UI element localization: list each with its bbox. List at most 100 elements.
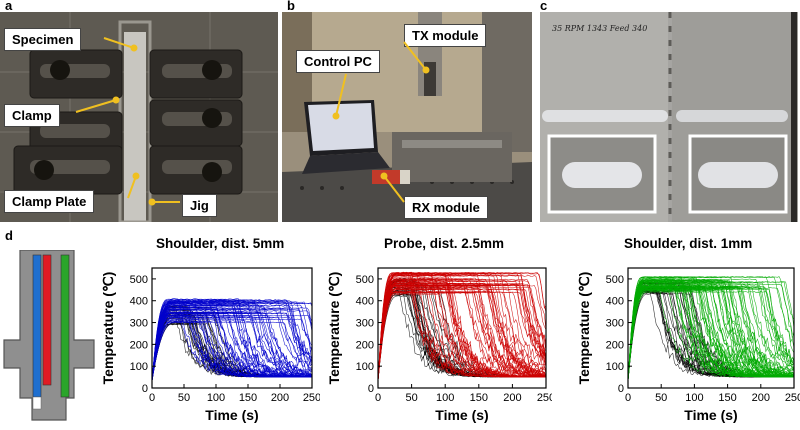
series-curve-44 (378, 273, 546, 382)
label-tx-module: TX module (404, 24, 487, 47)
channel-red (42, 254, 52, 386)
y-tick-label-0: 0 (368, 383, 374, 395)
series-curve-59 (378, 273, 546, 382)
series-curve-58 (152, 312, 312, 382)
curves-group (628, 276, 794, 382)
x-tick-label-3: 150 (470, 392, 488, 404)
label-specimen: Specimen (4, 28, 82, 51)
series-curve-63 (628, 287, 794, 382)
handwritten-note: 35 RPM 1343 Feed 340 (552, 24, 648, 33)
chart-title-0: Shoulder, dist. 5mm (156, 236, 285, 251)
channel-green (60, 254, 70, 398)
y-tick-label-0: 0 (142, 383, 148, 395)
y-tick-label-3: 300 (130, 318, 148, 330)
series-curve-63 (378, 288, 546, 382)
series-curve-54 (378, 292, 546, 382)
series-curve-64 (152, 301, 312, 382)
lab-photo (282, 12, 532, 222)
y-tick-label-1: 100 (356, 361, 374, 373)
y-tick-label-3: 300 (606, 318, 624, 330)
x-tick-label-2: 100 (207, 392, 225, 404)
x-tick-label-5: 250 (303, 392, 320, 404)
series-curve-63 (152, 314, 312, 382)
y-tick-label-5: 500 (130, 274, 148, 286)
label-clamp: Clamp (4, 104, 60, 127)
y-axis-label: Temperature (℃) (326, 272, 342, 385)
jig-photo (0, 12, 278, 222)
series-curve-50 (628, 288, 794, 382)
y-tick-label-2: 200 (130, 339, 148, 351)
series-curve-67 (152, 305, 312, 382)
temperature-chart-shoulder-1mm: 0 50 100 150 200 250 0 100 200 300 400 500 Time (s) T… (576, 267, 800, 423)
curves-group (152, 298, 312, 382)
series-curve-53 (152, 302, 312, 382)
x-axis-label: Time (s) (435, 407, 488, 423)
channel-blue (32, 254, 42, 398)
series-curve-31 (152, 317, 312, 382)
panel-letter-a: a (5, 0, 13, 13)
series-curve-64 (378, 278, 546, 382)
x-tick-label-1: 50 (178, 392, 190, 404)
series-curve-69 (152, 298, 312, 382)
tool-schematic (3, 250, 95, 421)
panel-a-leaders (75, 37, 180, 206)
y-tick-label-2: 200 (606, 339, 624, 351)
series-curve-69 (378, 284, 546, 382)
plot-frame (151, 267, 313, 389)
series-curve-44 (152, 316, 312, 382)
chart-title-2: Shoulder, dist. 1mm (624, 236, 753, 251)
y-tick-label-3: 300 (356, 318, 374, 330)
series-curve-68 (152, 308, 312, 382)
series-curve-61 (628, 285, 794, 382)
series-curve-65 (152, 308, 312, 382)
y-tick-label-5: 500 (606, 274, 624, 286)
y-tick-label-4: 400 (356, 296, 374, 308)
y-tick-label-1: 100 (606, 361, 624, 373)
series-curve-62 (628, 288, 794, 382)
y-axis-label: Temperature (℃) (576, 272, 592, 385)
series-curve-65 (628, 281, 794, 382)
y-tick-label-5: 500 (356, 274, 374, 286)
series-curve-42 (628, 279, 794, 382)
series-curve-68 (628, 276, 794, 382)
plot-frame (377, 267, 547, 389)
series-curve-45 (152, 318, 312, 382)
series-curve-24 (628, 283, 794, 382)
panel-letter-d: d (5, 228, 13, 243)
x-axis-label: Time (s) (684, 407, 737, 423)
x-axis-label: Time (s) (205, 407, 258, 423)
series-curve-30 (152, 304, 312, 382)
x-tick-label-4: 200 (271, 392, 289, 404)
label-control-pc: Control PC (296, 50, 380, 73)
series-curve-56 (378, 291, 546, 382)
x-tick-label-3: 150 (239, 392, 257, 404)
series-curve-66 (378, 290, 546, 382)
y-tick-label-0: 0 (618, 383, 624, 395)
x-tick-label-5: 250 (785, 392, 800, 404)
series-curve-65 (378, 291, 546, 382)
series-curve-48 (628, 278, 794, 382)
x-tick-label-0: 0 (149, 392, 155, 404)
series-curve-66 (628, 289, 794, 382)
x-tick-label-4: 200 (752, 392, 770, 404)
y-tick-label-4: 400 (130, 296, 148, 308)
series-curve-49 (378, 277, 546, 382)
series-curve-68 (378, 287, 546, 382)
x-tick-label-0: 0 (375, 392, 381, 404)
series-curve-62 (152, 306, 312, 382)
x-tick-label-0: 0 (625, 392, 631, 404)
x-tick-label-2: 100 (436, 392, 454, 404)
y-axis-label: Temperature (℃) (100, 272, 116, 385)
x-tick-label-1: 50 (655, 392, 667, 404)
label-jig: Jig (182, 194, 217, 217)
y-tick-label-2: 200 (356, 339, 374, 351)
temperature-chart-probe-2-5mm: 0 50 100 150 200 250 0 100 200 300 400 500 Time (s) T… (326, 267, 552, 423)
series-curve-64 (628, 284, 794, 382)
series-curve-60 (628, 276, 794, 382)
series-curve-16 (152, 310, 312, 382)
series-curve-36 (378, 290, 546, 382)
chart-title-1: Probe, dist. 2.5mm (384, 236, 505, 251)
series-curve-67 (378, 280, 546, 382)
series-curve-50 (152, 299, 312, 382)
series-curve-51 (152, 320, 312, 382)
